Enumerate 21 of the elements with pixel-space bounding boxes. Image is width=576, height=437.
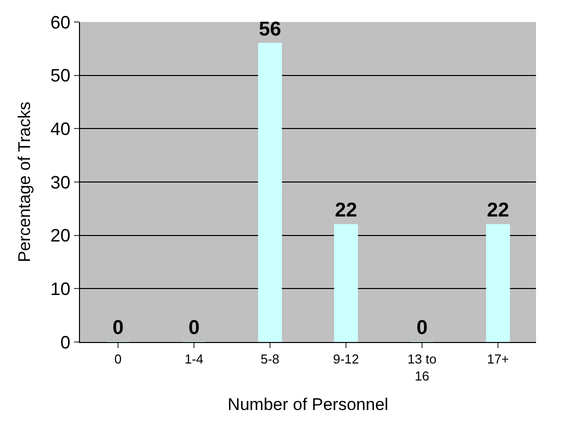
x-tick-label: 13 to 16 [408,352,436,384]
y-tick-label: 60 [50,12,70,32]
data-label: 56 [258,18,282,40]
x-tick-label: 1-4 [184,352,204,367]
data-label: 0 [112,317,124,339]
x-axis-title: Number of Personnel [228,394,388,414]
x-tick-label: 9-12 [332,352,360,367]
y-tick-label: 20 [50,226,70,246]
y-tick-label: 10 [50,278,70,299]
data-label: 22 [334,200,358,222]
y-tick-label: 30 [50,172,70,192]
x-tick-label: 5-8 [260,352,280,367]
data-label: 0 [416,317,428,339]
y-axis-title: Percentage of Tracks [14,102,34,262]
x-tick-label: 0 [114,352,122,367]
data-label: 22 [486,200,510,222]
x-tick-label: 17+ [486,352,510,367]
data-label: 0 [188,317,200,339]
y-tick-label: 50 [50,66,70,86]
y-tick-label: 0 [60,332,70,352]
y-tick-label: 40 [50,118,70,139]
